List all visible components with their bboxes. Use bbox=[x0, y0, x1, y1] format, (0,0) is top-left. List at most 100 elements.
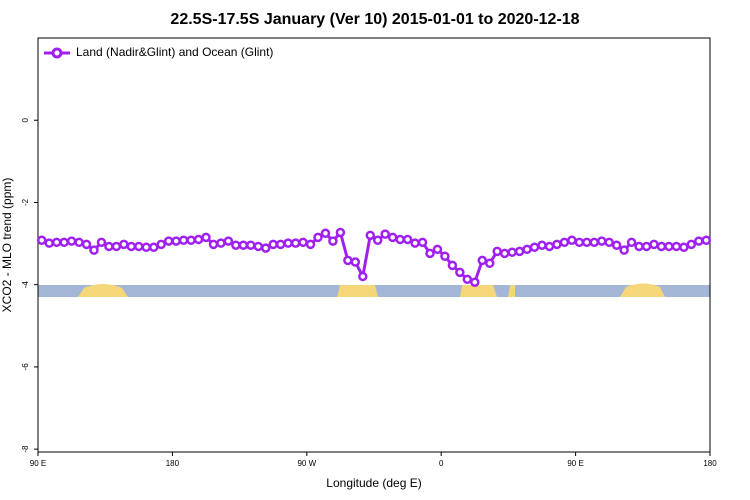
data-point bbox=[59, 237, 69, 248]
data-point bbox=[432, 244, 443, 255]
land-region bbox=[337, 285, 378, 297]
data-point bbox=[208, 239, 219, 250]
data-point bbox=[104, 241, 114, 252]
data-point bbox=[231, 240, 241, 250]
data-point bbox=[582, 237, 592, 248]
data-point bbox=[350, 257, 361, 267]
data-point bbox=[260, 243, 271, 253]
data-point bbox=[484, 258, 495, 269]
land-region bbox=[620, 283, 665, 297]
data-point bbox=[148, 242, 159, 253]
data-point bbox=[507, 247, 517, 257]
data-point bbox=[544, 241, 555, 252]
data-point bbox=[626, 237, 637, 248]
data-point bbox=[268, 239, 278, 250]
data-point bbox=[36, 235, 47, 246]
data-point bbox=[134, 241, 144, 252]
data-point bbox=[634, 241, 644, 252]
data-point bbox=[253, 241, 264, 252]
data-point bbox=[701, 235, 712, 246]
data-point bbox=[193, 234, 204, 245]
y-tick-label: 0 bbox=[21, 117, 30, 122]
x-tick-label: 90 E bbox=[567, 459, 583, 468]
data-point bbox=[425, 248, 435, 259]
y-tick-label: -6 bbox=[21, 363, 30, 371]
data-point bbox=[656, 241, 667, 252]
data-point bbox=[567, 235, 577, 246]
y-tick-label: -2 bbox=[21, 198, 30, 206]
data-point bbox=[171, 236, 181, 246]
data-point bbox=[141, 242, 152, 253]
data-point bbox=[679, 242, 689, 253]
data-point bbox=[216, 238, 226, 248]
data-point bbox=[619, 245, 629, 255]
land-region bbox=[460, 285, 497, 297]
data-point bbox=[387, 232, 398, 243]
data-point bbox=[186, 235, 196, 246]
data-point bbox=[462, 274, 473, 285]
data-point bbox=[611, 240, 622, 250]
data-point bbox=[664, 241, 674, 252]
land-region bbox=[78, 284, 128, 297]
data-point bbox=[313, 232, 323, 243]
plot-frame bbox=[37, 37, 711, 453]
data-point bbox=[283, 238, 293, 248]
data-point bbox=[686, 239, 697, 250]
data-point bbox=[694, 236, 704, 246]
x-axis-label: Longitude (deg E) bbox=[326, 476, 421, 490]
data-point bbox=[238, 240, 249, 250]
legend-marker bbox=[51, 47, 63, 59]
data-point bbox=[402, 234, 413, 245]
data-point bbox=[163, 236, 174, 246]
data-point bbox=[343, 255, 353, 266]
x-tick-label: 180 bbox=[166, 459, 180, 468]
x-tick-label: 90 E bbox=[30, 459, 46, 468]
data-point bbox=[275, 239, 286, 250]
data-point bbox=[51, 237, 62, 248]
surface-band bbox=[38, 283, 710, 297]
y-axis-label: XCO2 - MLO trend (ppm) bbox=[0, 178, 14, 313]
data-point bbox=[246, 240, 256, 250]
data-point bbox=[529, 242, 540, 253]
legend: Land (Nadir&Glint) and Ocean (Glint) bbox=[44, 45, 273, 59]
data-point bbox=[447, 260, 458, 271]
data-point bbox=[417, 237, 428, 248]
data-point bbox=[552, 239, 562, 250]
data-point bbox=[380, 229, 390, 239]
data-point bbox=[96, 237, 107, 248]
data-point bbox=[305, 239, 316, 250]
data-point bbox=[298, 237, 308, 248]
data-point bbox=[649, 239, 659, 250]
y-tick-label: -8 bbox=[21, 445, 30, 453]
data-point bbox=[596, 236, 607, 246]
data-point bbox=[589, 237, 600, 248]
data-point bbox=[604, 237, 614, 248]
data-point bbox=[522, 244, 532, 255]
data-point bbox=[111, 241, 122, 252]
data-point bbox=[574, 237, 585, 248]
data-point bbox=[470, 277, 480, 287]
data-point bbox=[126, 241, 137, 252]
data-point bbox=[514, 246, 525, 257]
data-point bbox=[335, 227, 346, 238]
data-point bbox=[671, 241, 682, 252]
data-point bbox=[395, 234, 405, 245]
data-point bbox=[492, 246, 502, 257]
x-tick-label: 90 W bbox=[297, 459, 316, 468]
data-point bbox=[89, 245, 99, 255]
data-point bbox=[559, 237, 570, 248]
data-point bbox=[81, 239, 92, 250]
chart-title: 22.5S-17.5S January (Ver 10) 2015-01-01 … bbox=[170, 11, 579, 28]
data-point bbox=[223, 236, 234, 246]
data-point bbox=[410, 238, 420, 248]
data-point bbox=[74, 237, 84, 248]
data-point bbox=[499, 248, 510, 259]
data-point bbox=[440, 251, 450, 262]
data-point bbox=[537, 240, 547, 250]
data-point bbox=[372, 235, 383, 246]
y-tick-label: -4 bbox=[21, 281, 30, 289]
x-tick-label: 0 bbox=[439, 459, 444, 468]
legend-label: Land (Nadir&Glint) and Ocean (Glint) bbox=[76, 45, 273, 59]
